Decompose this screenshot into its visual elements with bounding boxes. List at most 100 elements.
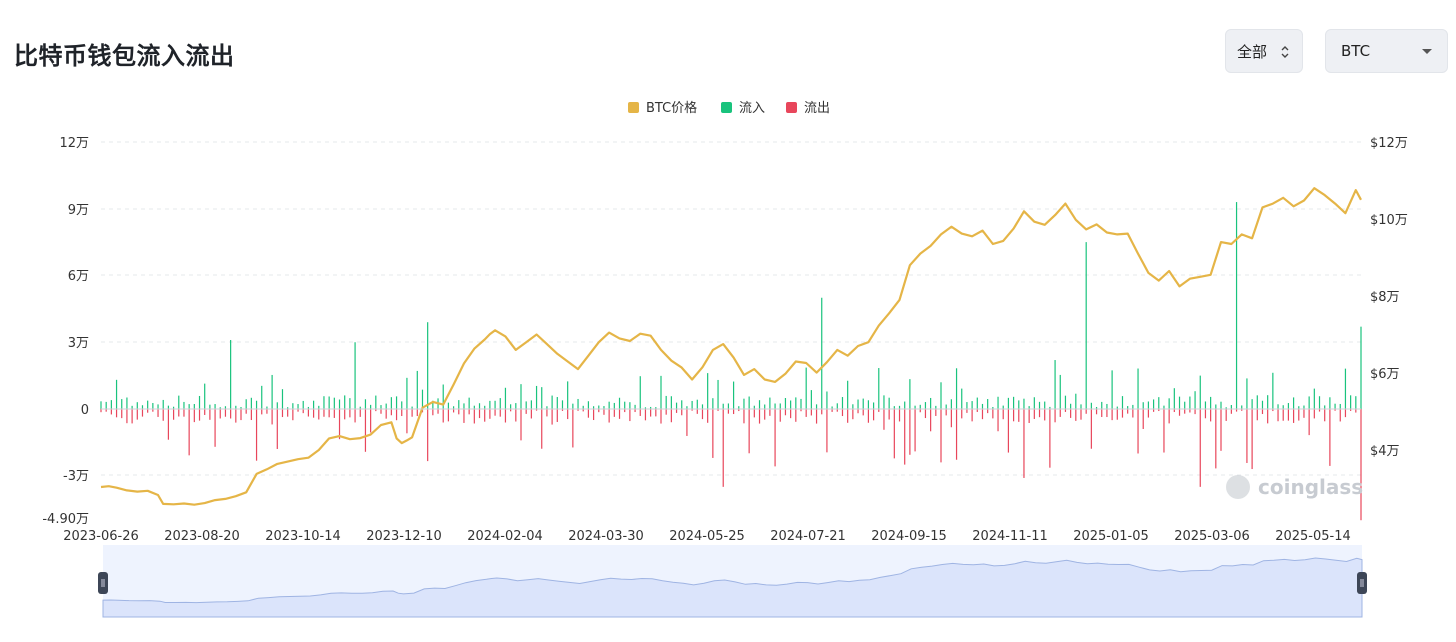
y-right-tick: $8万	[1370, 290, 1400, 305]
inflow-bar	[821, 297, 823, 409]
inflow-bar	[945, 404, 947, 409]
inflow-bar	[214, 404, 216, 409]
grid-lines	[101, 141, 1361, 476]
inflow-bar	[266, 406, 268, 409]
flow-bars	[100, 202, 1362, 521]
outflow-bar	[271, 408, 273, 425]
inflow-bar	[183, 401, 185, 409]
outflow-bar	[1189, 408, 1191, 413]
inflow-bar	[1007, 397, 1010, 409]
x-tick: 2023-10-14	[265, 529, 341, 544]
inflow-bar	[650, 406, 652, 409]
inflow-bar	[1137, 368, 1139, 409]
inflow-bar	[1070, 403, 1072, 409]
outflow-bar	[1350, 408, 1352, 411]
inflow-bar	[769, 397, 771, 409]
outflow-bar	[1023, 408, 1025, 478]
zoom-slider[interactable]	[98, 545, 1367, 618]
outflow-bar	[1152, 408, 1155, 412]
inflow-bar	[1075, 393, 1077, 409]
inflow-bar	[473, 405, 475, 409]
outflow-bar	[1137, 408, 1139, 454]
outflow-bar	[800, 408, 802, 412]
inflow-bar	[1080, 404, 1082, 409]
inflow-bar	[541, 387, 543, 409]
inflow-bar	[572, 403, 574, 409]
inflow-bar	[727, 403, 730, 409]
inflow-bar	[126, 397, 128, 409]
inflow-bar	[1101, 401, 1103, 409]
inflow-bar	[603, 406, 605, 409]
outflow-bar	[463, 408, 465, 423]
inflow-bar	[1178, 396, 1181, 409]
outflow-bar	[510, 408, 512, 412]
inflow-bar	[774, 403, 776, 409]
outflow-bar	[214, 408, 216, 447]
outflow-bar	[478, 408, 481, 419]
inflow-bar	[1220, 401, 1222, 409]
legend-swatch	[628, 102, 639, 113]
outflow-bar	[188, 408, 190, 456]
outflow-bar	[1241, 408, 1243, 411]
outflow-bar	[950, 408, 952, 428]
inflow-bar	[800, 398, 802, 409]
outflow-bar	[764, 408, 766, 420]
outflow-bar	[1064, 408, 1067, 412]
inflow-bar	[732, 381, 735, 409]
outflow-bar	[1121, 408, 1124, 418]
outflow-bar	[1261, 408, 1264, 415]
inflow-bar	[370, 404, 372, 409]
range-select[interactable]: 全部	[1225, 29, 1303, 73]
inflow-bar	[1225, 407, 1227, 409]
inflow-bar	[219, 407, 221, 409]
inflow-bar	[867, 400, 870, 409]
inflow-bar	[914, 405, 916, 409]
outflow-bar	[582, 408, 584, 412]
outflow-bar	[1292, 408, 1295, 423]
outflow-bar	[235, 408, 237, 423]
inflow-bar	[1189, 396, 1191, 409]
outflow-bar	[914, 408, 916, 452]
outflow-bar	[598, 408, 600, 413]
inflow-bar	[577, 398, 579, 409]
outflow-bar	[691, 408, 693, 411]
outflow-bar	[1070, 408, 1072, 418]
inflow-bar	[1360, 326, 1362, 409]
outflow-bar	[681, 408, 683, 416]
outflow-bar	[758, 408, 761, 424]
inflow-bar	[1282, 405, 1284, 409]
inflow-bar	[380, 405, 382, 409]
outflow-bar	[193, 408, 195, 423]
outflow-bar	[1038, 408, 1041, 418]
inflow-bar	[359, 406, 361, 409]
y-left-tick: -3万	[63, 469, 89, 484]
outflow-bar	[836, 408, 838, 412]
inflow-bar	[1064, 395, 1067, 409]
coinglass-watermark: coinglass	[1226, 475, 1363, 499]
outflow-bar	[1095, 408, 1098, 415]
inflow-bar	[1215, 404, 1217, 409]
inflow-bar	[1012, 396, 1015, 409]
inflow-bar	[753, 405, 755, 409]
chart-legend[interactable]: BTC价格 流入 流出	[628, 100, 830, 116]
inflow-bar	[712, 398, 714, 409]
outflow-bar	[359, 408, 361, 417]
inflow-bar	[115, 379, 118, 409]
inflow-bar	[696, 399, 698, 409]
y-left-tick: 12万	[59, 136, 89, 151]
outflow-bar	[1282, 408, 1284, 421]
outflow-bar	[261, 408, 263, 415]
outflow-bar	[992, 408, 994, 419]
outflow-bar	[447, 408, 450, 422]
inflow-bar	[520, 384, 522, 409]
outflow-bar	[499, 408, 501, 417]
inflow-bar	[1054, 360, 1056, 409]
inflow-bar	[385, 403, 387, 409]
outflow-bar	[172, 408, 175, 420]
outflow-bar	[183, 408, 185, 417]
inflow-bar	[758, 400, 761, 409]
coin-select[interactable]: BTC	[1325, 29, 1448, 73]
inflow-bar	[795, 397, 797, 409]
inflow-bar	[743, 398, 745, 409]
inflow-bar	[447, 402, 450, 409]
